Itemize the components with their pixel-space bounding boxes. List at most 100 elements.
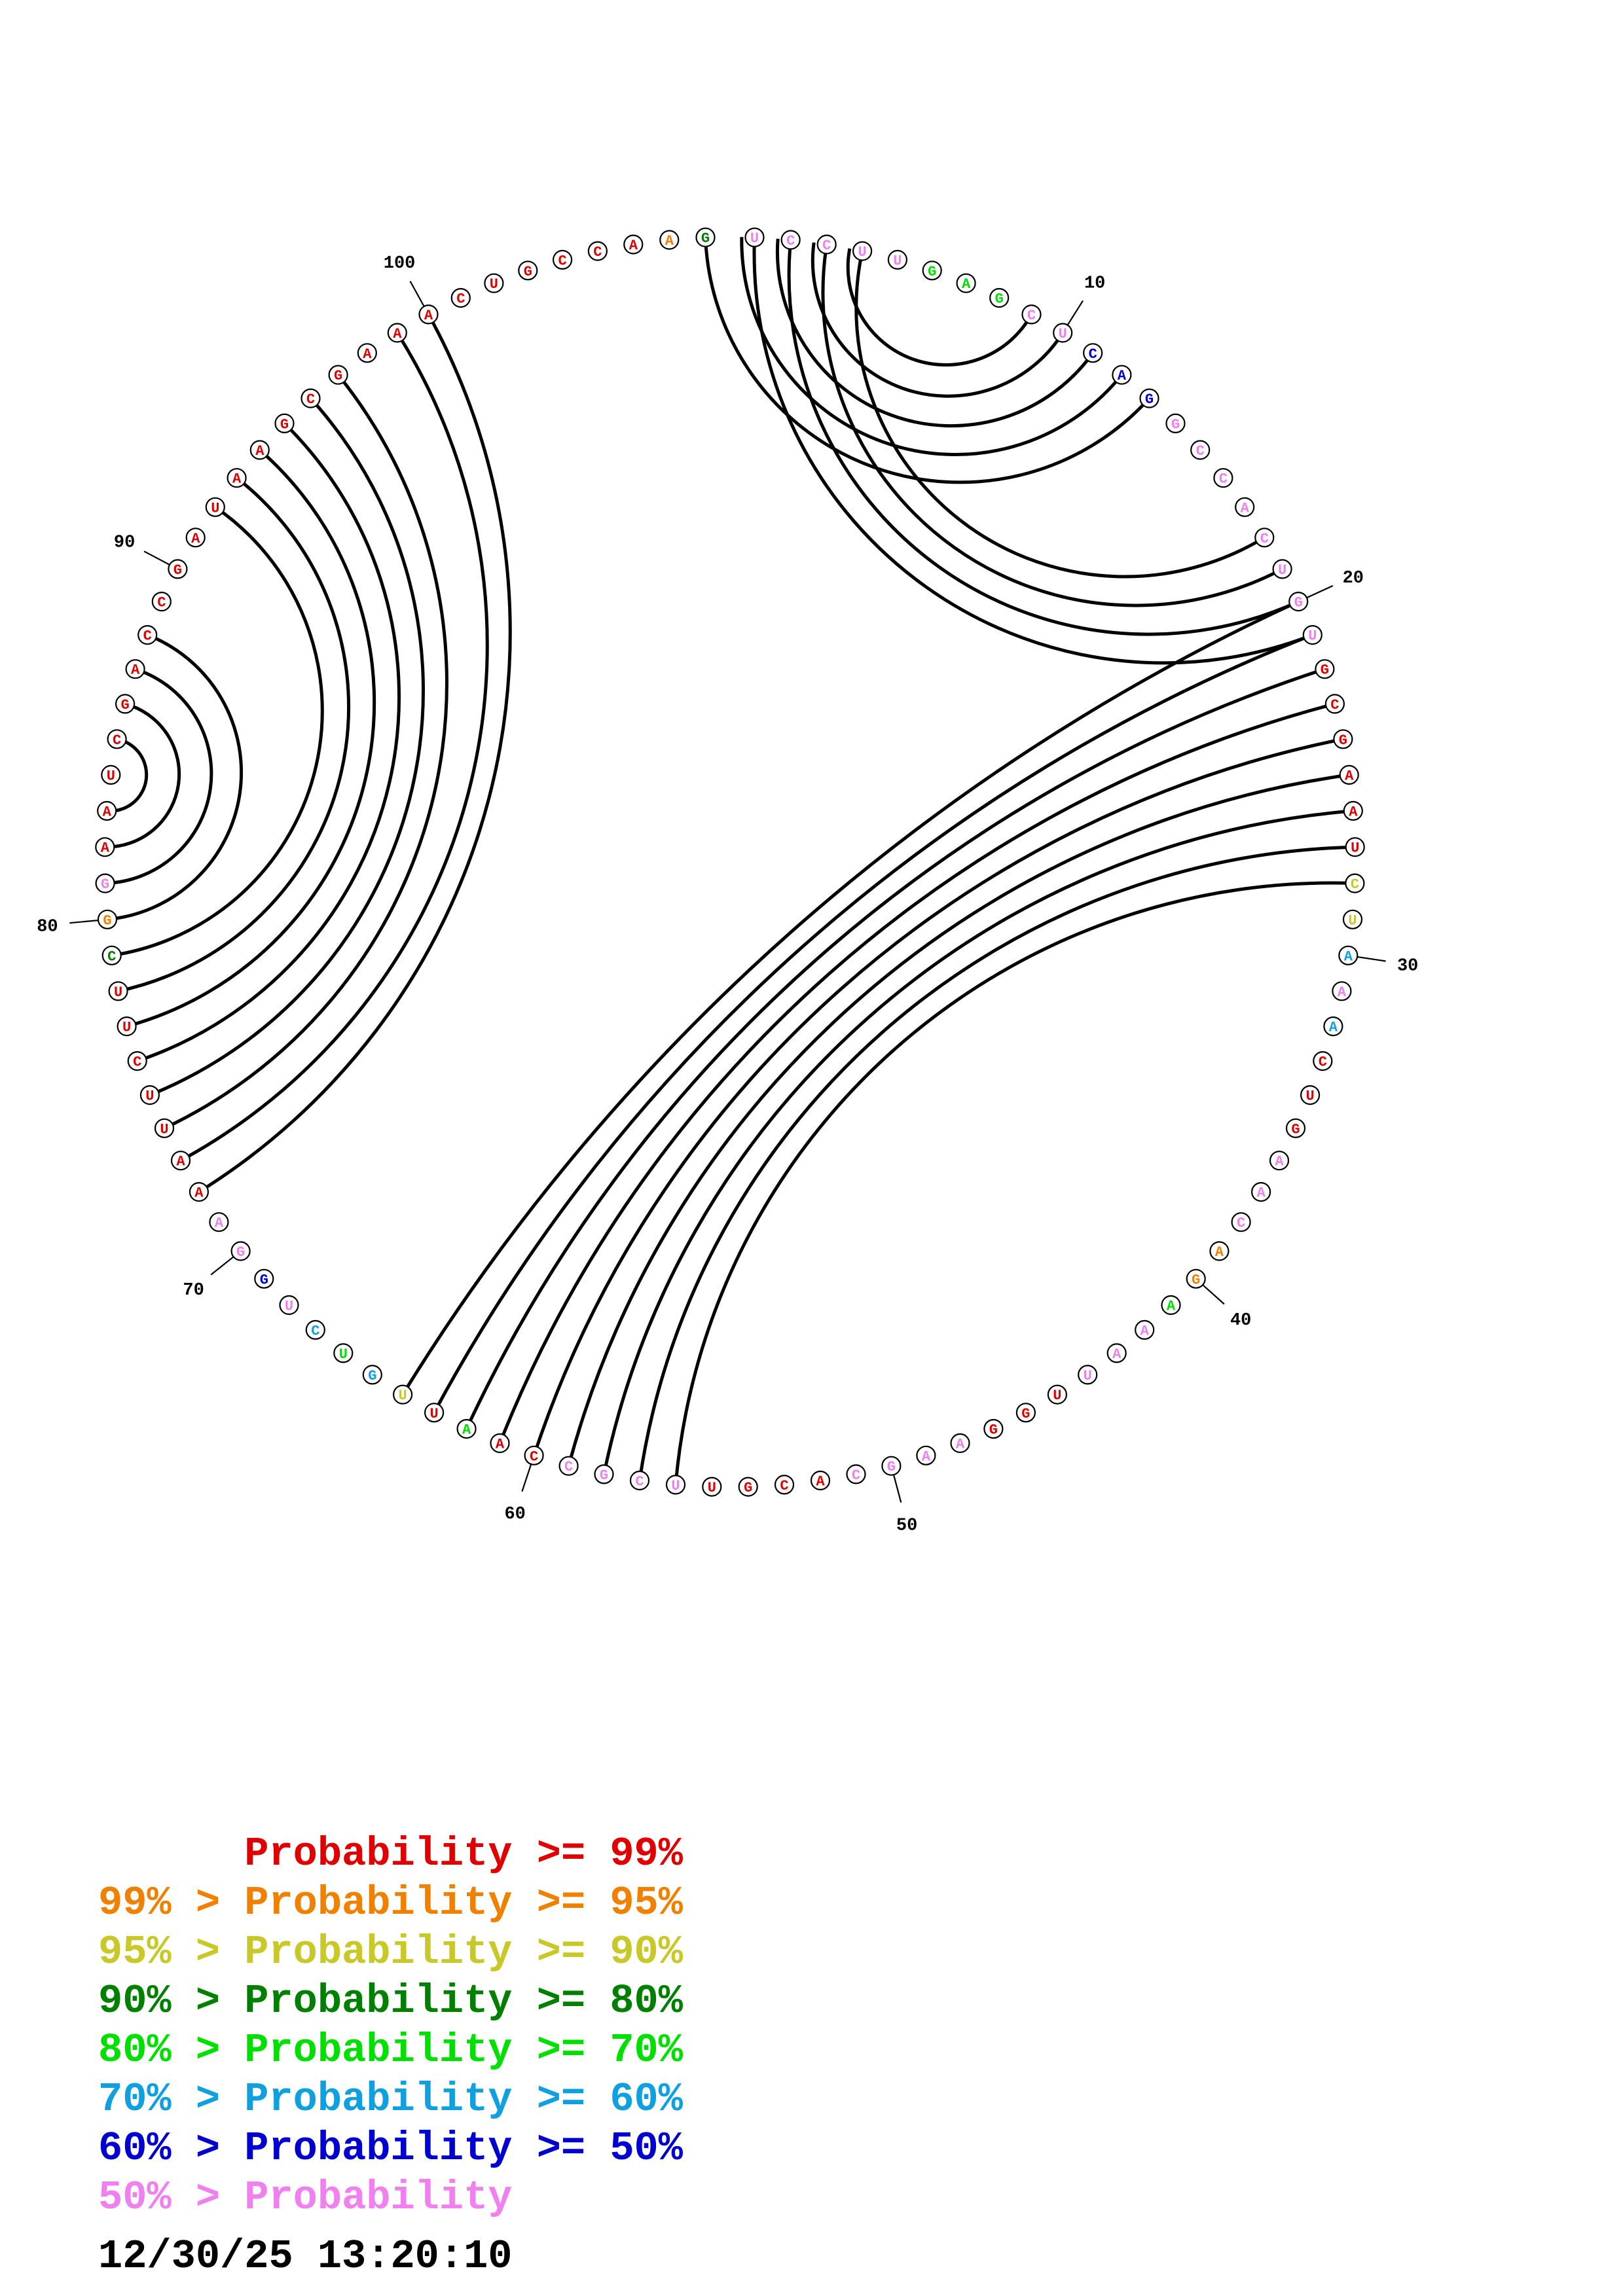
nucleotide-44: U [1078, 1365, 1098, 1385]
svg-text:A: A [462, 1422, 471, 1439]
tick-label-30: 30 [1397, 957, 1418, 977]
nucleotide-47: G [983, 1419, 1004, 1439]
svg-text:C: C [564, 1459, 573, 1475]
base-pair-arc-77-94 [126, 448, 376, 1028]
tick-line-80 [69, 920, 99, 924]
svg-text:A: A [1140, 1323, 1150, 1339]
svg-text:A: A [1215, 1244, 1224, 1261]
svg-text:C: C [1219, 471, 1228, 488]
svg-text:C: C [306, 391, 315, 408]
base-pair-arc-24-60 [532, 737, 1343, 1456]
svg-text:A: A [1256, 1185, 1266, 1202]
nucleotide-70: G [230, 1241, 251, 1261]
nucleotide-41: A [1161, 1295, 1181, 1316]
svg-text:U: U [160, 1121, 168, 1138]
nucleotide-89: C [151, 591, 172, 612]
svg-text:C: C [1319, 1054, 1327, 1071]
svg-text:G: G [173, 562, 182, 579]
nucleotides: U C C UUGAGCUCAGGCCACUGUGCGAAUCUAAACUGAACAG… [95, 227, 1365, 1497]
nucleotide-90: G [168, 559, 188, 579]
svg-text:U: U [107, 768, 115, 784]
svg-text:C: C [1237, 1215, 1245, 1232]
tick-label-80: 80 [37, 917, 58, 937]
svg-text:A: A [922, 1448, 931, 1465]
tick-label-40: 40 [1230, 1311, 1251, 1331]
tick-line-30 [1357, 956, 1386, 962]
nucleotide-50: G [881, 1456, 902, 1476]
nucleotide-101: C [450, 288, 471, 308]
svg-text:U: U [1305, 1088, 1314, 1105]
svg-text:A: A [101, 840, 110, 857]
svg-text:A: A [393, 326, 402, 342]
svg-text:C: C [1351, 876, 1359, 893]
nucleotide-13: G [1139, 388, 1159, 408]
base-pair-arc-1-21 [752, 237, 1313, 665]
nucleotide-98: A [357, 343, 377, 363]
tick-line-100 [409, 281, 425, 307]
nucleotide-38: C [1231, 1212, 1251, 1232]
nucleotide-25: A [1339, 764, 1359, 785]
nucleotide-74: U [154, 1118, 175, 1138]
nucleotide-22: G [1315, 659, 1335, 679]
nucleotide-33: C [1313, 1050, 1333, 1071]
base-pair-arc-72-100 [198, 314, 512, 1194]
svg-text:U: U [285, 1299, 293, 1315]
svg-text:U: U [858, 244, 866, 260]
base-pair-arc-20-64 [401, 600, 1300, 1396]
svg-text:G: G [1021, 1406, 1030, 1422]
svg-text:C: C [558, 253, 566, 269]
base-pair-arc-78-93 [118, 476, 351, 993]
svg-text:G: G [989, 1422, 998, 1439]
svg-text:C: C [1196, 443, 1205, 459]
svg-text:A: A [1167, 1299, 1176, 1315]
nucleotide-39: A [1209, 1241, 1230, 1261]
tick-line-20 [1306, 584, 1334, 599]
legend-row: Probability >= 99% [98, 1831, 683, 1877]
svg-text:C: C [786, 233, 795, 249]
tick-label-100: 100 [384, 254, 416, 274]
svg-text:U: U [671, 1478, 680, 1494]
svg-text:G: G [744, 1480, 752, 1496]
nucleotide-48: A [950, 1433, 970, 1454]
nucleotide-18: C [1254, 528, 1275, 548]
svg-text:A: A [629, 238, 638, 254]
nucleotide-65: G [362, 1365, 382, 1385]
base-pair-arc-22-62 [465, 667, 1326, 1430]
base-pair-arc-81-87 [105, 667, 213, 886]
nucleotide-8: G [989, 288, 1010, 308]
base-pair-arc-82-86 [105, 702, 181, 849]
nucleotide-27: U [1345, 837, 1365, 857]
svg-text:U: U [122, 1020, 131, 1036]
nucleotide-56: U [665, 1475, 686, 1495]
nucleotide-40: G [1186, 1268, 1206, 1289]
nucleotide-6: G [922, 260, 942, 281]
nucleotide-52: A [810, 1470, 831, 1491]
nucleotide-34: U [1300, 1085, 1321, 1105]
svg-text:A: A [363, 346, 372, 363]
svg-text:G: G [236, 1244, 245, 1261]
nucleotide-88: C [137, 624, 158, 645]
nucleotide-4: U [852, 241, 873, 261]
nucleotide-2: C [780, 230, 801, 250]
nucleotide-76: C [127, 1050, 147, 1071]
svg-text:G: G [600, 1467, 608, 1484]
svg-text:G: G [1145, 391, 1154, 408]
nucleotide-57: C [629, 1470, 650, 1491]
nucleotide-69: G [254, 1268, 274, 1289]
nucleotide-5: U [887, 249, 908, 270]
nucleotide-60: C [524, 1445, 544, 1465]
nucleotide-53: C [774, 1475, 795, 1495]
svg-text:A: A [1349, 804, 1358, 820]
nucleotide-16: C [1213, 468, 1233, 488]
svg-text:A: A [255, 443, 264, 459]
svg-text:U: U [1348, 912, 1357, 929]
svg-text:C: C [635, 1474, 644, 1490]
svg-text:A: A [194, 1185, 204, 1202]
base-pair-arc-26-58 [602, 809, 1354, 1475]
svg-text:G: G [368, 1368, 376, 1384]
nucleotide-103: G [518, 260, 538, 281]
svg-text:U: U [1308, 628, 1317, 645]
base-pair-arc-25-59 [567, 773, 1350, 1467]
svg-text:U: U [708, 1480, 716, 1496]
